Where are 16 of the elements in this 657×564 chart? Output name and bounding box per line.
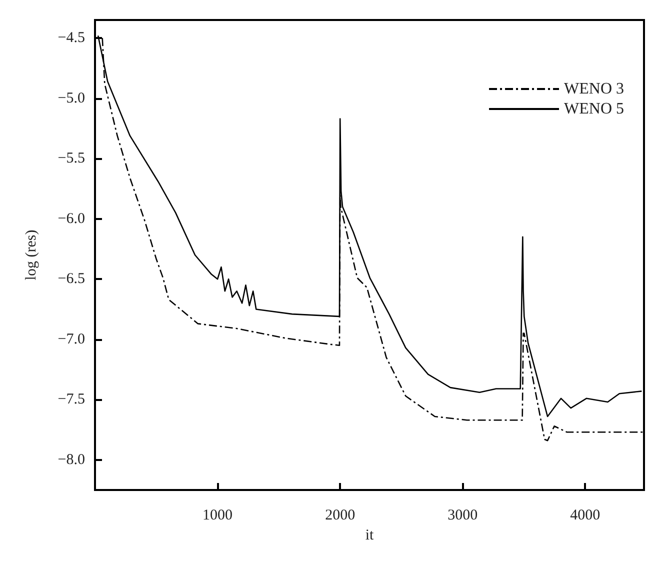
y-tick-label: −8.0: [58, 452, 85, 468]
x-axis-title: it: [365, 528, 374, 544]
x-tick-label: 1000: [202, 508, 233, 524]
y-tick-label: −7.0: [58, 331, 85, 348]
y-tick-label: −7.5: [58, 392, 85, 408]
y-tick-label: −4.5: [58, 30, 85, 46]
legend-label: WENO 3: [564, 80, 624, 98]
legend-label: WENO 5: [564, 100, 624, 118]
y-tick-label: −5.0: [58, 90, 85, 106]
x-tick-label: 4000: [570, 508, 600, 524]
x-tick-label: 2000: [325, 508, 356, 524]
y-tick-label: −6.0: [58, 210, 85, 227]
y-axis-title: log (res): [24, 230, 40, 280]
y-tick-label: −5.5: [58, 150, 85, 167]
x-tick-label: 3000: [448, 508, 478, 524]
y-tick-label: −6.5: [58, 271, 85, 288]
